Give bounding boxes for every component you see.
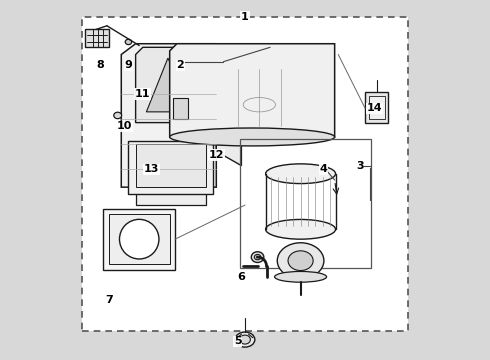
- Ellipse shape: [120, 219, 159, 259]
- Ellipse shape: [125, 39, 132, 45]
- Text: 8: 8: [96, 60, 104, 70]
- Ellipse shape: [266, 220, 336, 239]
- Ellipse shape: [266, 164, 336, 184]
- Polygon shape: [147, 58, 193, 112]
- Ellipse shape: [274, 271, 326, 282]
- Polygon shape: [122, 44, 216, 187]
- Bar: [85, 30, 109, 47]
- Polygon shape: [136, 187, 205, 205]
- Polygon shape: [136, 47, 200, 123]
- Ellipse shape: [288, 251, 313, 271]
- Ellipse shape: [277, 243, 324, 279]
- Text: 7: 7: [105, 295, 113, 305]
- Text: 12: 12: [209, 150, 224, 160]
- Ellipse shape: [251, 252, 264, 262]
- Ellipse shape: [114, 112, 122, 119]
- Text: 9: 9: [124, 60, 132, 70]
- Ellipse shape: [240, 335, 250, 344]
- Text: 4: 4: [320, 164, 328, 174]
- Text: 3: 3: [356, 161, 364, 171]
- Bar: [103, 209, 175, 270]
- Text: 1: 1: [241, 12, 249, 22]
- Text: 14: 14: [367, 103, 382, 113]
- Bar: [109, 214, 170, 264]
- Text: 5: 5: [234, 336, 242, 346]
- Bar: [136, 144, 205, 187]
- Ellipse shape: [254, 255, 261, 260]
- Text: 13: 13: [144, 164, 159, 174]
- Polygon shape: [216, 87, 242, 166]
- Polygon shape: [170, 44, 335, 137]
- Polygon shape: [128, 140, 213, 194]
- Ellipse shape: [235, 332, 255, 347]
- Text: 10: 10: [117, 121, 133, 131]
- Text: 11: 11: [135, 89, 150, 99]
- Bar: [173, 98, 188, 119]
- Ellipse shape: [170, 128, 335, 146]
- Bar: [82, 17, 408, 330]
- Bar: [368, 96, 385, 119]
- Bar: [240, 139, 370, 268]
- Text: 2: 2: [176, 60, 184, 70]
- Bar: [365, 92, 389, 123]
- Text: 6: 6: [238, 272, 245, 282]
